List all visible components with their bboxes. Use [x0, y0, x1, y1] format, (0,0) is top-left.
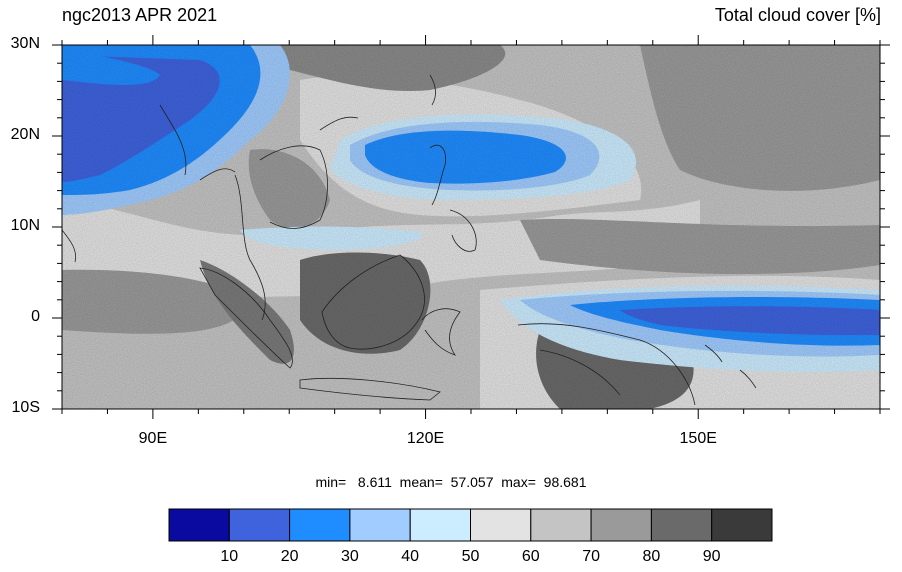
colorbar-label: 40 [401, 548, 420, 565]
colorbar-box [228, 508, 291, 542]
lat-label: 10N [10, 217, 40, 234]
lat-label: 20N [10, 126, 40, 143]
colorbar-label: 60 [521, 548, 540, 565]
lon-label: 90E [138, 430, 168, 447]
colorbar-label: 30 [340, 548, 359, 565]
colorbar-label: 80 [642, 548, 661, 565]
lon-label: 150E [679, 430, 717, 447]
colorbar-box [168, 508, 230, 542]
cloud-field [62, 45, 880, 409]
colorbar-box [409, 508, 472, 542]
colorbar-label: 70 [582, 548, 600, 565]
colorbar-label: 50 [461, 548, 480, 565]
stats-line: min= 8.611 mean= 57.057 max= 98.681 [315, 474, 587, 490]
variable-title: Total cloud cover [%] [714, 5, 881, 25]
colorbar-box [289, 508, 351, 542]
colorbar-box [530, 508, 592, 542]
lat-label: 10S [11, 399, 40, 416]
lat-label: 0 [31, 308, 40, 325]
map-title: ngc2013 APR 2021 [62, 5, 218, 25]
colorbar-box [650, 508, 713, 542]
colorbar-box [590, 508, 652, 542]
colorbar [168, 508, 773, 542]
coastlines [62, 74, 757, 406]
lon-label: 120E [406, 430, 445, 447]
axis-ticks [52, 35, 890, 419]
colorbar-box [470, 508, 532, 542]
colorbar-label: 10 [220, 548, 239, 565]
colorbar-label: 20 [280, 548, 299, 565]
colorbar-box [711, 508, 773, 542]
colorbar-label: 90 [702, 548, 721, 565]
colorbar-box [349, 508, 411, 542]
lat-label: 30N [10, 35, 40, 52]
